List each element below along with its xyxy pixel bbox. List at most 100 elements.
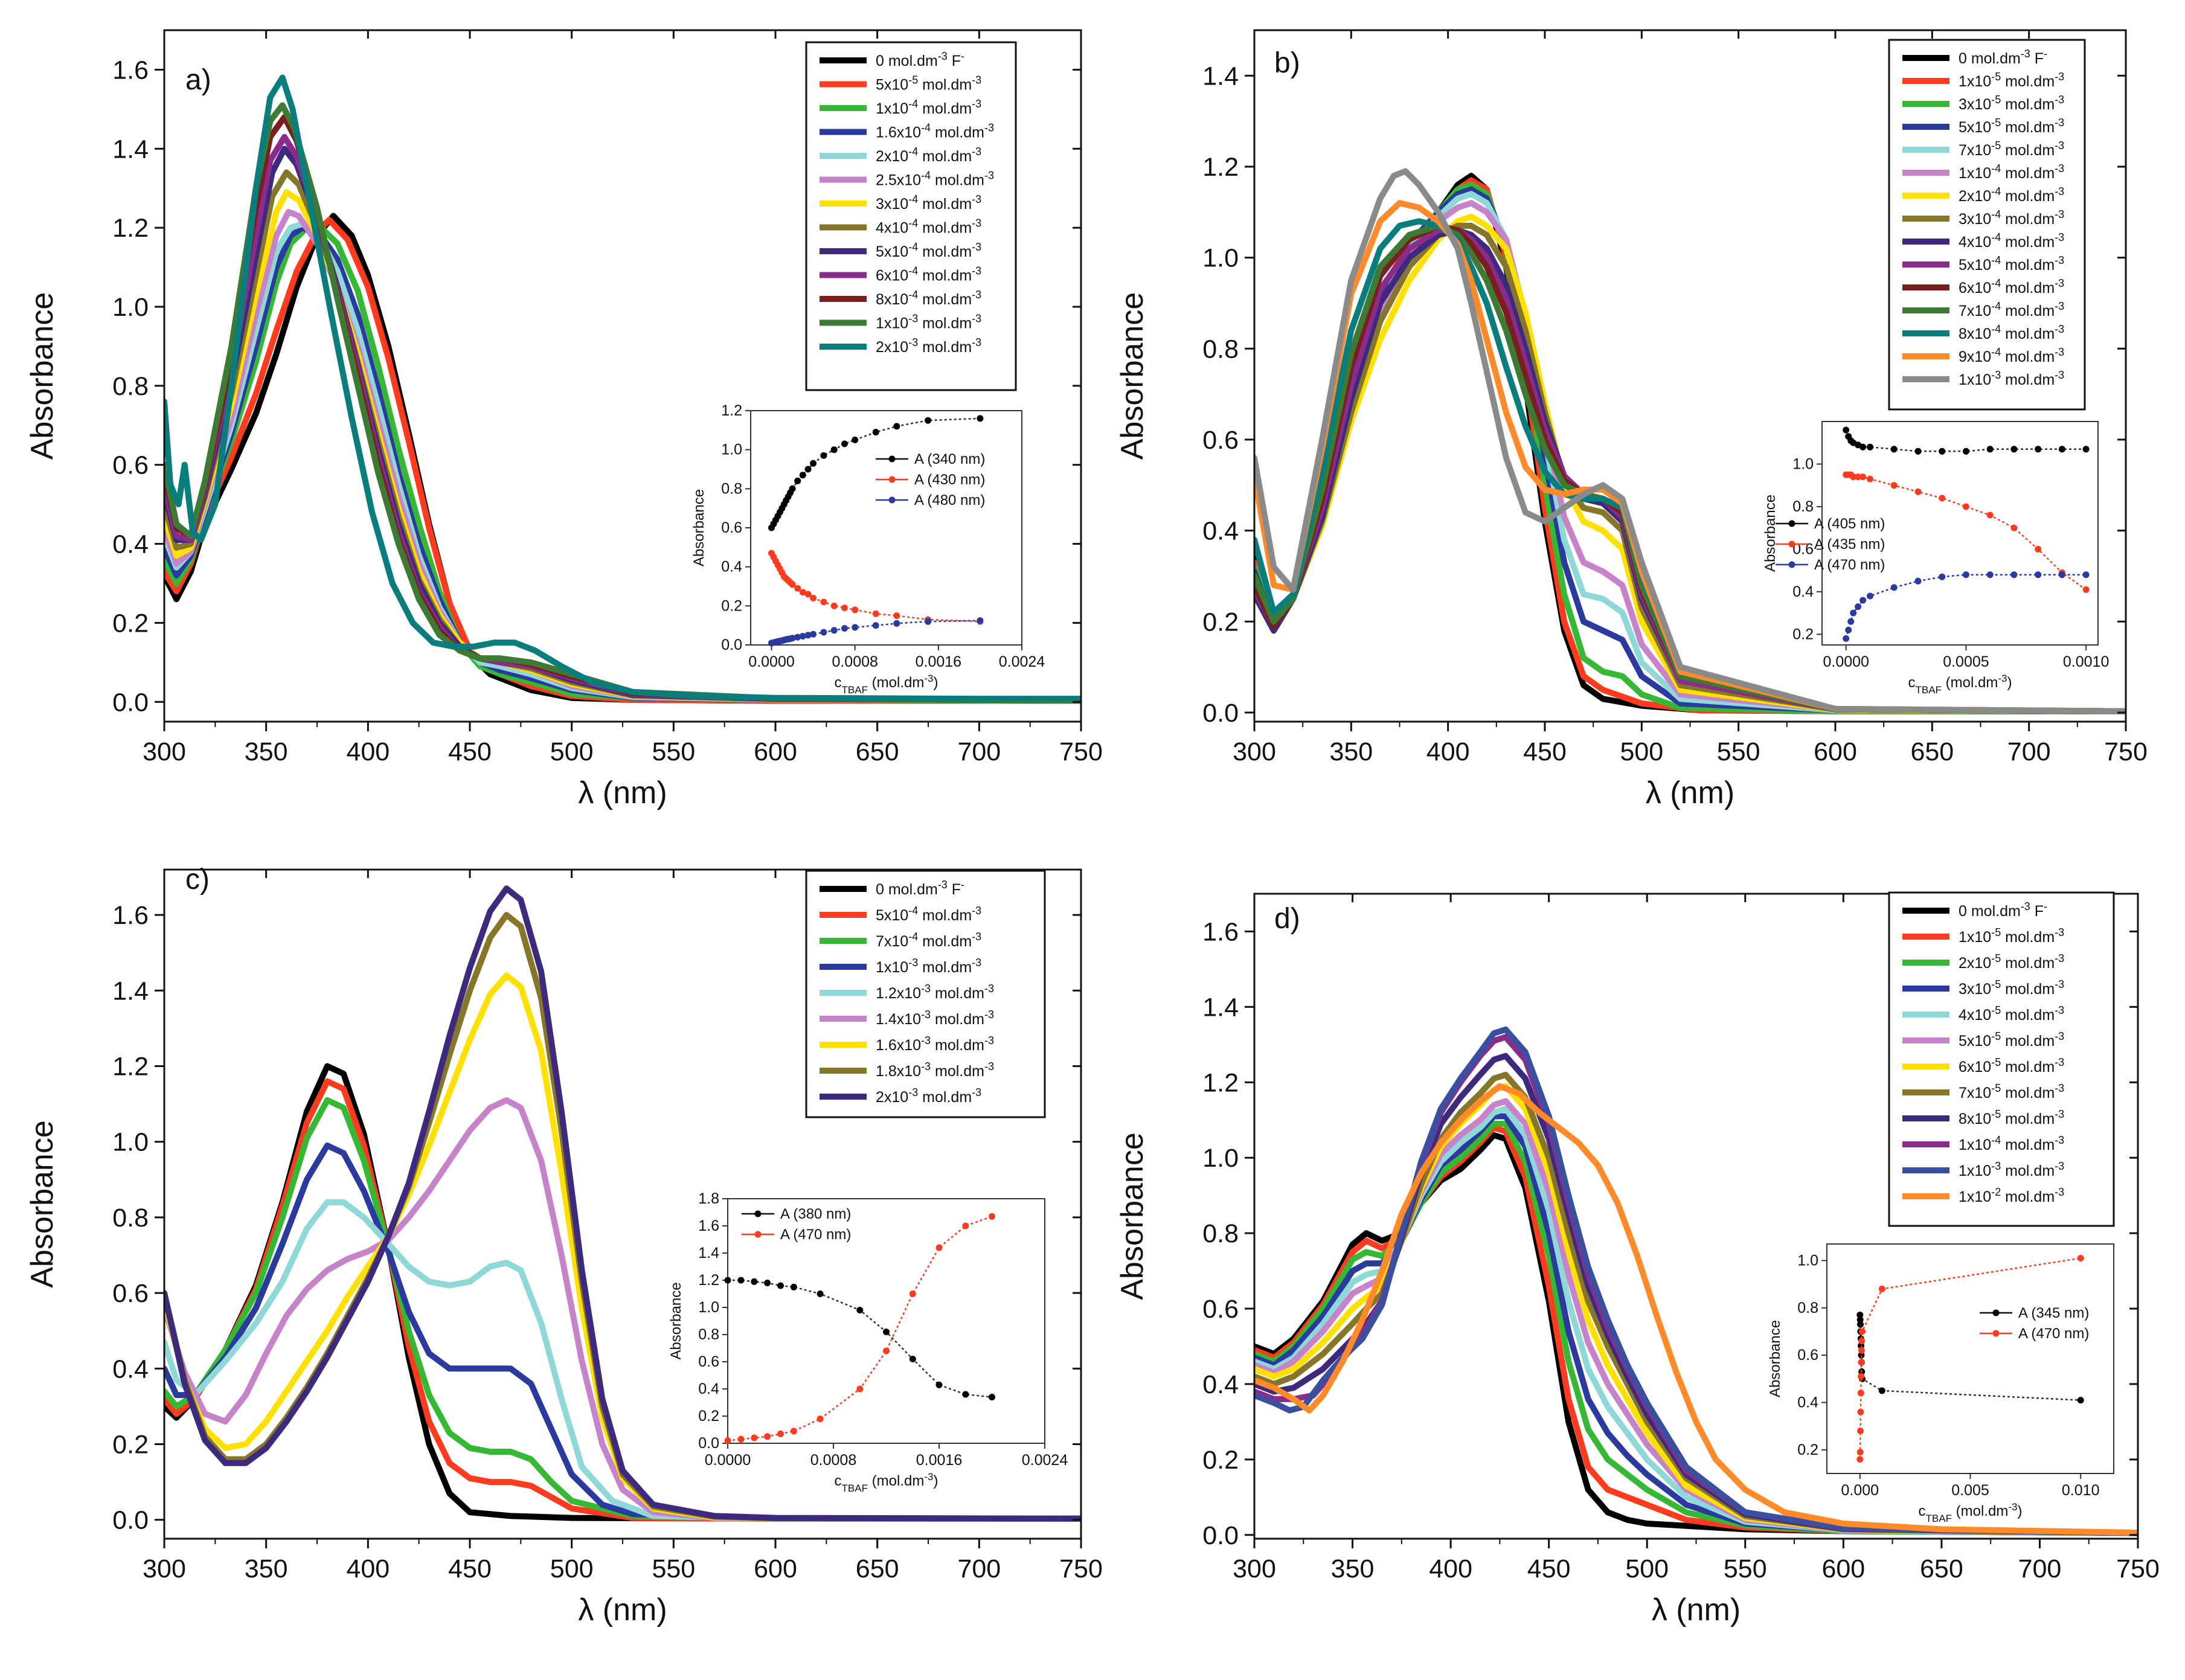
inset-point	[1867, 443, 1873, 450]
series-line-11	[164, 102, 1081, 704]
inset-point	[1962, 571, 1969, 579]
inset-point	[777, 1430, 784, 1437]
inset-legend-marker	[1788, 540, 1795, 548]
inset-point	[1986, 511, 1994, 519]
x-tick-label: 450	[1523, 737, 1567, 766]
inset-y-axis-title: Absorbance	[668, 1282, 684, 1359]
legend-entry: 1x10-5 mol.dm-3	[1959, 926, 2064, 946]
panel-a: 300 350 400 450 500 550 600 650 700 7500.00.20.40…	[25, 29, 1103, 810]
legend-entry: 1x10-5 mol.dm-3	[1959, 71, 2064, 90]
legend-entry: 5x10-5 mol.dm-3	[876, 74, 981, 94]
inset-frame	[727, 1198, 1045, 1444]
y-tick-label: 0.2	[112, 1431, 149, 1460]
inset-point	[1843, 426, 1850, 434]
legend-entry: 8x10-5 mol.dm-3	[1959, 1108, 2064, 1127]
y-tick-label: 0.2	[112, 609, 149, 638]
inset-point	[724, 1277, 731, 1284]
inset-point	[804, 466, 812, 473]
inset-point	[893, 423, 900, 430]
y-tick-label: 1.2	[1202, 153, 1239, 182]
inset-point	[810, 460, 817, 467]
y-tick-label: 1.2	[1202, 1068, 1239, 1097]
inset-legend-entry: A (470 nm)	[2018, 1326, 2089, 1342]
inset-point	[935, 1381, 943, 1388]
inset-point	[841, 625, 848, 632]
inset-x-tick-label: 0.0008	[810, 1452, 856, 1469]
inset-x-tick-label: 0.0008	[832, 653, 878, 670]
inset-point	[2077, 1397, 2084, 1404]
inset-point	[1858, 1359, 1865, 1366]
legend-entry: 5x10-4 mol.dm-3	[876, 241, 981, 260]
legend: 0 mol.dm-3 F- 5x10-4 mol.dm-3 7x10-4 mol.d…	[805, 870, 1046, 1118]
inset-point	[2010, 524, 2018, 531]
y-tick-label: 1.4	[1202, 62, 1239, 91]
legend-box	[1888, 39, 2086, 411]
legend-entry: 1x10-4 mol.dm-3	[876, 98, 981, 117]
legend-entry: 2x10-4 mol.dm-3	[876, 146, 981, 165]
legend-entry: 9x10-4 mol.dm-3	[1959, 346, 2064, 365]
y-tick-label: 0.4	[112, 530, 149, 559]
legend-entry: 1x10-3 mol.dm-3	[1959, 1160, 2064, 1179]
legend-entry: 5x10-4 mol.dm-3	[876, 905, 981, 924]
x-tick-label: 700	[957, 1554, 1001, 1583]
inset-x-tick-label: 0.0016	[916, 653, 961, 670]
inset-point	[1857, 1390, 1864, 1397]
inset-point	[777, 1282, 784, 1289]
x-tick-label: 300	[143, 1554, 186, 1583]
y-tick-label: 0.0	[112, 688, 149, 717]
inset-point	[883, 1329, 890, 1335]
x-tick-label: 350	[245, 737, 288, 766]
inset-legend-entry: A (480 nm)	[914, 492, 985, 508]
inset-series-line	[1859, 1257, 2081, 1460]
inset-point	[794, 477, 801, 484]
inset-y-tick-label: 0.2	[721, 597, 742, 614]
y-tick-label: 0.8	[1202, 335, 1239, 364]
inset-point	[737, 1277, 745, 1284]
legend-entry: 2.5x10-4 mol.dm-3	[876, 170, 994, 189]
inset-point	[2010, 446, 2018, 453]
legend: 0 mol.dm-3 F- 1x10-5 mol.dm-3 2x10-5 mol.d…	[1888, 891, 2115, 1227]
x-tick-label: 600	[754, 1554, 797, 1583]
x-tick-label: 300	[1233, 737, 1276, 766]
inset-y-tick-label: 0.2	[698, 1408, 719, 1425]
inset-x-tick-label: 0.000	[1841, 1482, 1879, 1499]
inset-y-tick-label: 0.6	[1797, 1347, 1818, 1364]
inset-x-tick-label: 0.0000	[1823, 653, 1869, 670]
panel-label: d)	[1274, 903, 1300, 935]
inset-y-tick-label: 1.2	[698, 1272, 719, 1289]
y-tick-label: 0.6	[112, 451, 149, 480]
inset-y-tick-label: 0.0	[721, 636, 742, 653]
x-tick-label: 450	[448, 737, 492, 766]
inset-y-tick-label: 1.6	[698, 1217, 719, 1234]
inset-point	[1859, 443, 1867, 450]
inset-point	[1878, 1387, 1885, 1394]
x-tick-label: 450	[448, 1554, 492, 1583]
y-tick-label: 1.0	[1202, 1144, 1239, 1173]
inset-point	[1914, 447, 1922, 455]
inset-y-tick-label: 1.0	[721, 441, 742, 458]
x-axis-title: λ (nm)	[578, 1592, 667, 1627]
inset-point	[751, 1278, 758, 1285]
series-line-7	[1254, 1071, 2138, 1536]
inset-series-line	[1845, 574, 2087, 639]
series-line-0	[164, 213, 1081, 704]
legend-entry: 0 mol.dm-3 F-	[876, 879, 964, 898]
inset-x-tick-label: 0.0016	[916, 1452, 962, 1469]
inset-legend-entry: A (340 nm)	[914, 451, 985, 467]
inset-x-tick-label: 0.005	[1951, 1482, 1989, 1499]
inset-legend-entry: A (380 nm)	[780, 1206, 851, 1222]
series-line-5	[164, 1097, 1081, 1522]
inset-point	[1986, 446, 1994, 453]
inset-point	[893, 612, 900, 619]
inset-point	[1939, 495, 1946, 502]
legend-entry: 2x10-3 mol.dm-3	[876, 1086, 981, 1106]
x-tick-label: 650	[1920, 1554, 1963, 1583]
legend-entry: 7x10-5 mol.dm-3	[1959, 1082, 2064, 1101]
inset-point	[883, 1347, 890, 1355]
inset-frame	[1821, 421, 2099, 646]
inset-point	[1914, 488, 1922, 495]
inset-point	[1939, 573, 1946, 580]
inset-point	[977, 415, 984, 422]
legend-entry: 1x10-4 mol.dm-3	[1959, 162, 2064, 182]
